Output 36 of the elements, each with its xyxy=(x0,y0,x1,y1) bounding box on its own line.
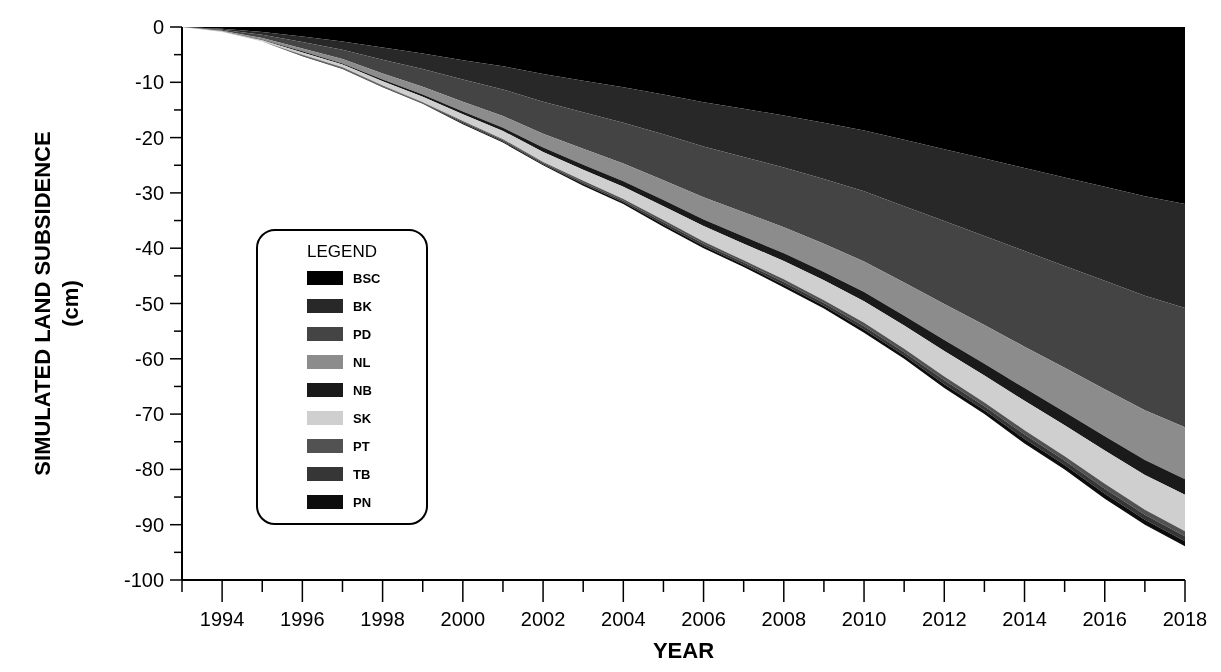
legend-label: PN xyxy=(353,494,372,510)
y-tick-label: -90 xyxy=(135,513,164,536)
legend-label: TB xyxy=(353,466,371,482)
y-tick-label: -50 xyxy=(135,292,164,315)
y-tick-label: -20 xyxy=(135,126,164,149)
y-tick-label: -30 xyxy=(135,181,164,204)
legend-label: BSC xyxy=(353,270,382,286)
x-axis-title: YEAR xyxy=(652,638,715,663)
x-tick-label: 2014 xyxy=(1002,608,1047,630)
x-tick-label: 2004 xyxy=(601,608,646,630)
legend-title: LEGEND xyxy=(307,242,377,261)
legend-label: SK xyxy=(353,410,372,426)
y-tick-label: -100 xyxy=(123,569,164,591)
x-tick-label: 2008 xyxy=(761,608,807,630)
x-tick-label: 2012 xyxy=(922,608,967,630)
legend-label: NL xyxy=(353,354,371,370)
y-tick-label: -80 xyxy=(135,458,164,481)
y-tick-label: 0 xyxy=(152,16,164,38)
legend-label: BK xyxy=(353,298,373,314)
x-tick-label: 1994 xyxy=(199,608,245,630)
x-tick-label: 2010 xyxy=(841,608,887,630)
legend-label: PT xyxy=(353,438,370,454)
x-tick-label: 2018 xyxy=(1162,608,1208,630)
x-tick-label: 2002 xyxy=(520,608,566,630)
y-tick-label: -10 xyxy=(135,71,164,94)
legend-label: NB xyxy=(353,382,372,398)
x-tick-label: 2000 xyxy=(440,608,486,630)
legend-label: PD xyxy=(353,326,372,342)
y-tick-label: -60 xyxy=(135,347,164,370)
x-tick-label: 2016 xyxy=(1082,608,1128,630)
y-tick-label: -40 xyxy=(135,237,164,260)
x-tick-label: 1996 xyxy=(280,608,325,630)
y-tick-label: -70 xyxy=(135,403,164,426)
x-tick-label: 1998 xyxy=(360,608,405,630)
x-tick-label: 2006 xyxy=(681,608,726,630)
y-axis-title: SIMULATED LAND SUBSIDENCE (cm) xyxy=(30,131,83,476)
